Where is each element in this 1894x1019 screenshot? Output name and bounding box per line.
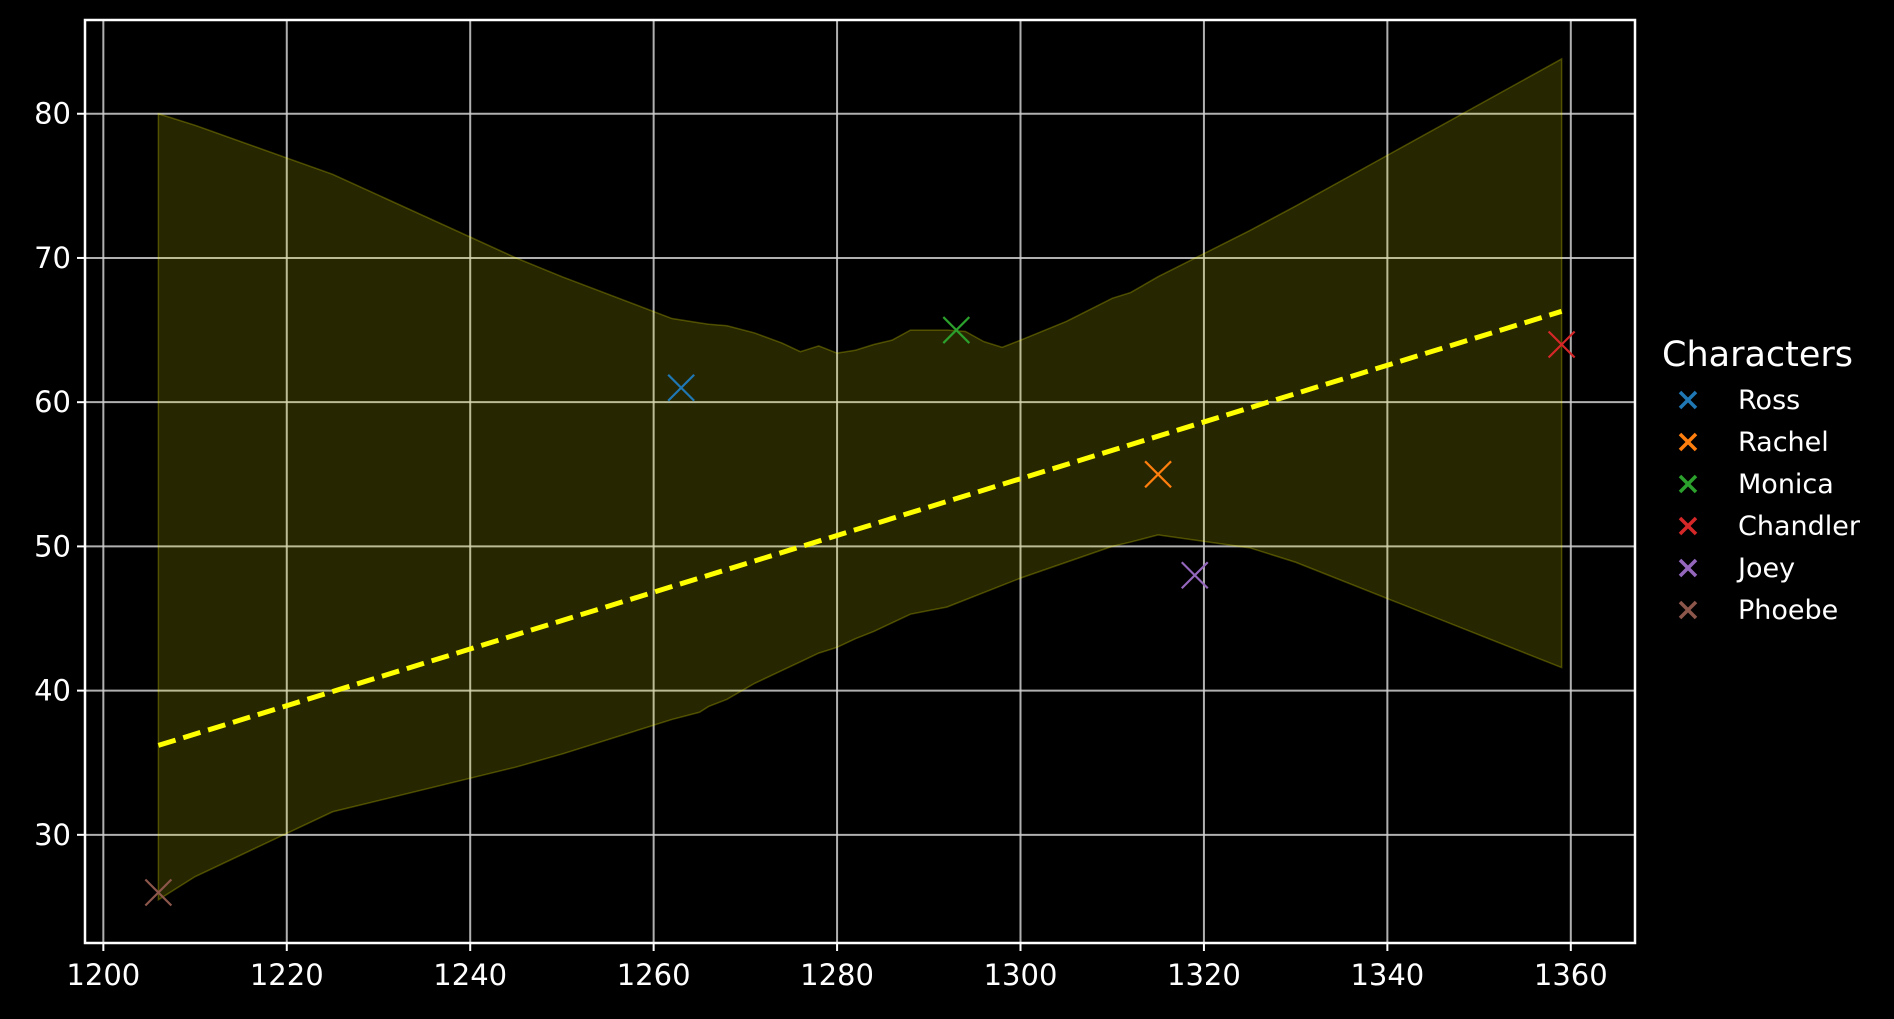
x-tick-label: 1320 <box>1167 958 1241 992</box>
legend-label: Ross <box>1738 385 1800 416</box>
point-rachel <box>1144 460 1172 489</box>
marker-stroke <box>942 316 971 344</box>
legend-marker <box>1678 558 1698 578</box>
legend-title: Characters <box>1662 335 1853 375</box>
legend-marker <box>1678 516 1698 536</box>
point-ross <box>667 373 695 402</box>
x-tick-label: 1280 <box>800 958 874 992</box>
marker-stroke <box>1547 330 1576 359</box>
y-tick-label: 80 <box>34 97 71 131</box>
x-tick-label: 1260 <box>617 958 691 992</box>
legend-item-phoebe: Phoebe <box>1678 595 1838 626</box>
grid-lines <box>85 20 1635 943</box>
legend-item-joey: Joey <box>1678 553 1795 584</box>
legend-item-chandler: Chandler <box>1678 511 1861 542</box>
y-tick-label: 40 <box>34 674 71 708</box>
marker-stroke <box>1180 561 1209 590</box>
legend-marker <box>1678 474 1698 494</box>
legend-items: Ross Rachel Monica Chandler Joey Phoebe <box>1678 385 1861 626</box>
legend-label: Monica <box>1738 469 1834 500</box>
axes-frame <box>83 18 1637 945</box>
legend-label: Chandler <box>1738 511 1861 542</box>
legend-marker <box>1678 432 1698 452</box>
legend-item-monica: Monica <box>1678 469 1834 500</box>
legend-label: Phoebe <box>1738 595 1838 626</box>
x-tick-label: 1360 <box>1534 958 1608 992</box>
x-tick-label: 1240 <box>433 958 507 992</box>
marker-stroke <box>1144 460 1172 489</box>
marker-stroke <box>144 878 173 907</box>
legend-label: Joey <box>1736 553 1795 584</box>
point-chandler <box>1547 330 1576 359</box>
y-tick-label: 50 <box>34 529 71 563</box>
x-tick-label: 1200 <box>66 958 140 992</box>
legend-item-ross: Ross <box>1678 385 1800 416</box>
y-tick-label: 70 <box>34 241 71 275</box>
legend-label: Rachel <box>1738 427 1829 458</box>
point-monica <box>942 316 971 344</box>
confidence-band <box>157 57 1563 902</box>
confidence-band-area <box>157 57 1563 902</box>
y-tick-label: 60 <box>34 385 71 419</box>
point-phoebe <box>144 878 173 907</box>
legend-item-rachel: Rachel <box>1678 427 1829 458</box>
x-tick-label: 1340 <box>1350 958 1424 992</box>
regression-line-path <box>157 308 1563 748</box>
x-axis-ticks: 1200 1220 1240 1260 1280 1300 1320 1340 1360 <box>66 943 1608 992</box>
data-points <box>144 316 1576 907</box>
x-tick-label: 1220 <box>250 958 324 992</box>
y-axis-ticks: 30 40 50 60 70 80 <box>34 97 85 852</box>
legend-marker <box>1678 600 1698 620</box>
legend: Characters Ross Rachel Monica Chandler Joey P… <box>1662 335 1861 626</box>
y-tick-label: 30 <box>34 818 71 852</box>
marker-stroke <box>667 373 695 402</box>
point-joey <box>1180 561 1209 590</box>
regression-line <box>157 308 1563 748</box>
x-tick-label: 1300 <box>984 958 1058 992</box>
legend-marker <box>1678 390 1698 410</box>
